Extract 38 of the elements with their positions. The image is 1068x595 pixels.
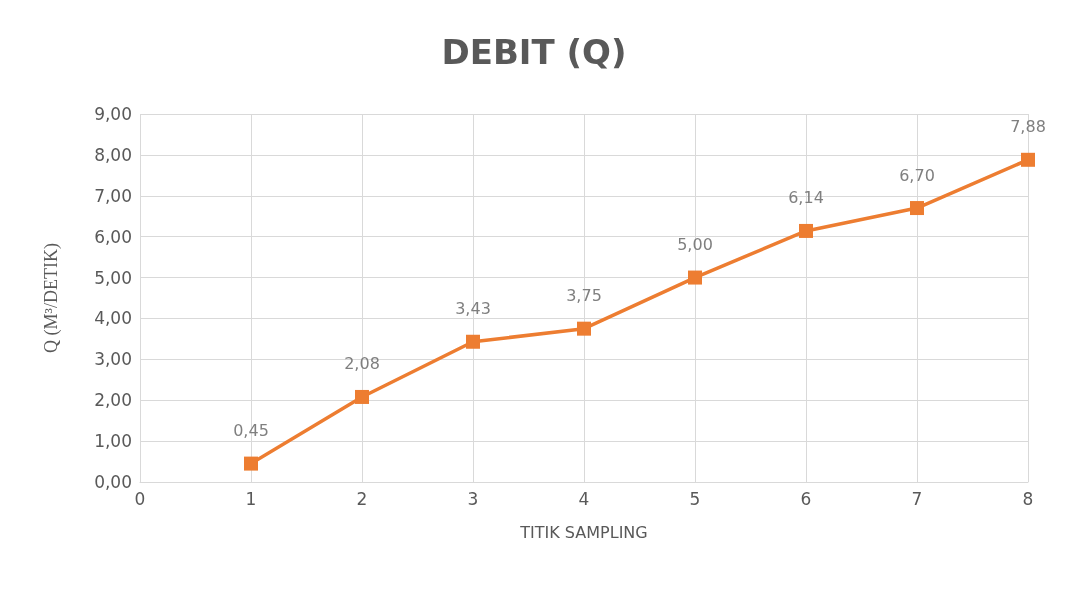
x-tick-label: 3 [467, 488, 479, 509]
data-label: 3,43 [455, 299, 491, 319]
x-tick-label: 0 [134, 488, 146, 509]
y-tick-label: 6,00 [94, 226, 132, 247]
data-label: 6,14 [788, 188, 824, 208]
point [688, 270, 702, 285]
data-label: 2,08 [344, 354, 380, 374]
point [577, 321, 591, 336]
chart-title: DEBIT (Q) [441, 32, 627, 72]
y-tick-label: 1,00 [94, 431, 132, 452]
y-tick-label: 2,00 [94, 390, 132, 411]
y-tick-label: 4,00 [94, 308, 132, 329]
point [244, 456, 258, 471]
y-tick-label: 3,00 [94, 349, 132, 370]
data-label: 3,75 [566, 286, 602, 306]
x-axis-title: TITIK SAMPLING [519, 522, 648, 542]
y-tick-label: 9,00 [94, 104, 132, 124]
y-tick-label: 5,00 [94, 267, 132, 288]
point [355, 389, 369, 404]
x-tick-label: 5 [689, 488, 701, 509]
point [799, 223, 813, 238]
y-axis-title: Q (M³/DETIK) [41, 243, 62, 353]
y-tick-label: 8,00 [94, 144, 132, 165]
x-tick-label: 1 [245, 488, 257, 509]
point [466, 334, 480, 349]
data-label: 5,00 [677, 235, 713, 255]
data-label: 7,88 [1010, 117, 1046, 137]
x-tick-label: 7 [911, 488, 923, 509]
point [1021, 152, 1035, 167]
data-label: 0,45 [233, 421, 269, 441]
x-tick-label: 6 [800, 488, 812, 509]
point [910, 201, 924, 216]
x-tick-label: 8 [1022, 488, 1034, 509]
y-tick-label: 7,00 [94, 185, 132, 206]
x-tick-label: 4 [578, 488, 590, 509]
data-label: 6,70 [899, 165, 935, 185]
y-tick-label: 0,00 [94, 472, 132, 492]
x-tick-label: 2 [356, 488, 368, 509]
